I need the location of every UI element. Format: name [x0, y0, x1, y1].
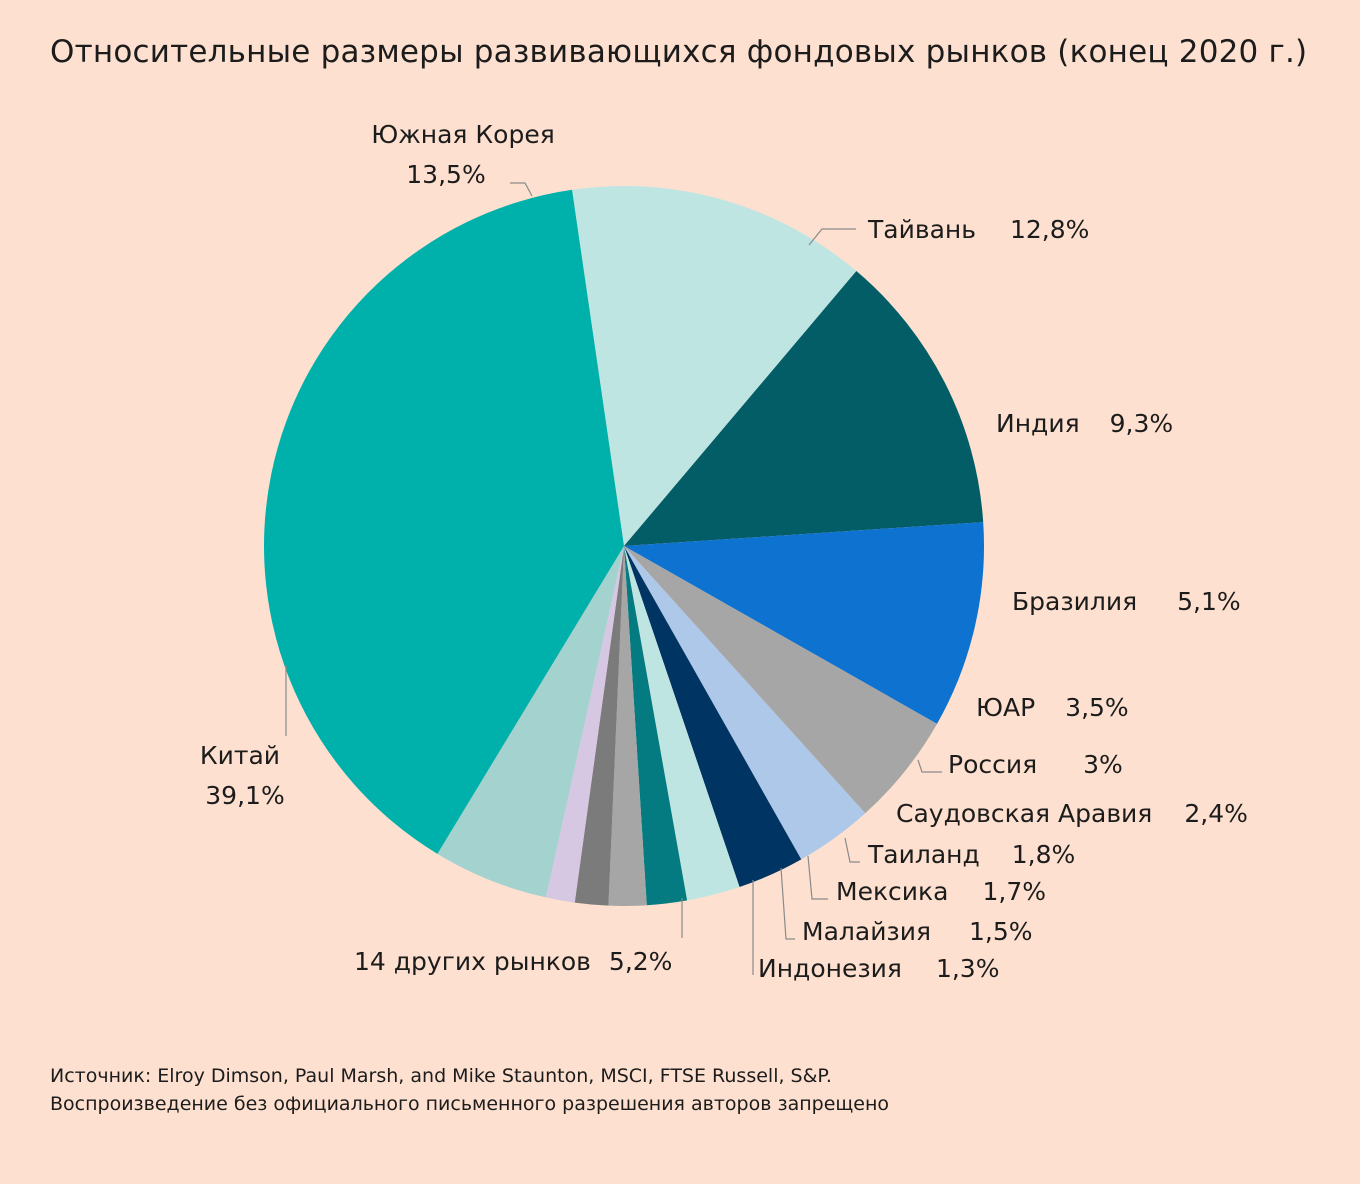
slice-label-name: ЮАР: [976, 693, 1035, 722]
leader-line-1: [510, 182, 533, 197]
leader-line-2: [808, 228, 856, 246]
slice-label-value: 5,2%: [609, 947, 673, 976]
leader-line-6: [917, 759, 942, 773]
slice-label-value: 2,4%: [1184, 799, 1248, 828]
slice-label-value: 12,8%: [1010, 215, 1089, 244]
pie-slice-6: [624, 546, 802, 887]
slice-label-name: Южная Корея: [371, 120, 555, 149]
slice-label-value: 3,5%: [1065, 693, 1129, 722]
slice-label-name: Таиланд: [867, 840, 980, 869]
pie-slice-4: [624, 546, 938, 814]
source-note: Источник: Elroy Dimson, Paul Marsh, and …: [50, 1065, 832, 1087]
pie-slice-13: [264, 189, 624, 854]
slice-label-name: Тайвань: [867, 215, 976, 244]
pie-slice-3: [624, 522, 984, 724]
pie-slice-5: [624, 546, 866, 860]
slice-label-name: 14 других рынков: [354, 947, 591, 976]
pie-slice-1: [572, 185, 857, 546]
slice-label-value: 39,1%: [205, 781, 284, 810]
slice-label-value: 13,5%: [406, 160, 485, 189]
slice-label-name: Мексика: [836, 877, 948, 906]
slice-label-value: 9,3%: [1110, 409, 1174, 438]
slice-label-value: 1,7%: [982, 877, 1046, 906]
leader-line-8: [844, 837, 860, 863]
pie-slice-11: [545, 546, 624, 903]
pie-slice-10: [574, 546, 624, 906]
slice-label-value: 1,5%: [969, 917, 1033, 946]
slice-label-name: Китай: [200, 741, 280, 770]
slice-label-name: Индия: [996, 409, 1080, 438]
slice-label-name: Малайзия: [802, 917, 931, 946]
pie-slice-12: [437, 546, 624, 898]
slice-label-value: 1,8%: [1012, 840, 1076, 869]
pie-slice-8: [624, 546, 688, 906]
slice-label-name: Саудовская Аравия: [896, 799, 1152, 828]
chart-footer: Источник: Elroy Dimson, Paul Marsh, and …: [50, 1062, 889, 1118]
slice-label-value: 1,3%: [936, 954, 1000, 983]
slice-label-value: 3%: [1083, 750, 1123, 779]
leader-line-10: [780, 867, 795, 940]
slice-label-value: 5,1%: [1177, 587, 1241, 616]
slice-label-name: Бразилия: [1012, 587, 1137, 616]
copyright-note: Воспроизведение без официального письмен…: [50, 1093, 890, 1115]
leader-line-9: [807, 855, 828, 900]
pie-slice-9: [608, 546, 647, 906]
slice-label-name: Индонезия: [758, 954, 902, 983]
pie-slice-2: [624, 271, 984, 546]
slice-label-name: Россия: [948, 750, 1037, 779]
pie-slice-7: [624, 546, 740, 901]
chart-title: Относительные размеры развивающихся фонд…: [50, 34, 1308, 70]
